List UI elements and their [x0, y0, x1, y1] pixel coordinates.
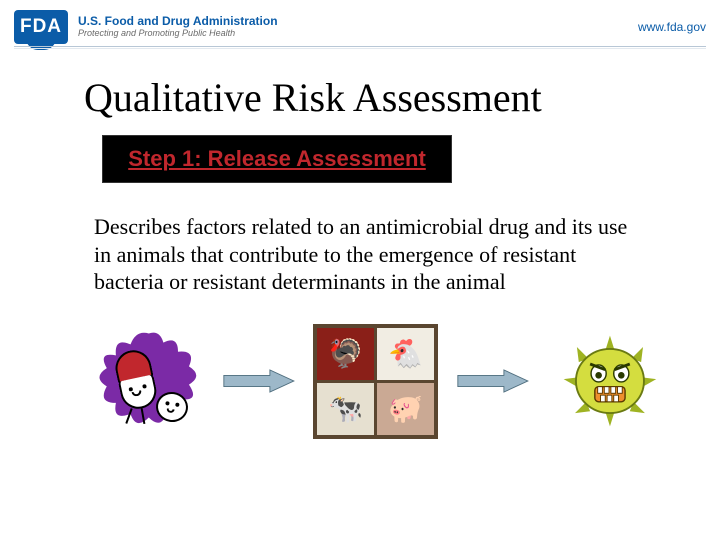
fda-shield-icon: FDA — [14, 10, 68, 44]
header-bar: FDA U.S. Food and Drug Administration Pr… — [0, 0, 720, 48]
step-box: Step 1: Release Assessment — [102, 135, 452, 183]
graphics-row: 🦃 🐔 🐄 🐖 — [58, 324, 662, 439]
slide-title: Qualitative Risk Assessment — [84, 74, 662, 121]
animal-cell-chicken: 🐔 — [377, 328, 434, 380]
fda-agency-name: U.S. Food and Drug Administration — [78, 15, 278, 28]
arrow-icon — [456, 367, 530, 395]
fda-logo: FDA U.S. Food and Drug Administration Pr… — [14, 10, 278, 44]
pills-clipart-icon — [94, 328, 204, 434]
slide-content: Qualitative Risk Assessment Step 1: Rele… — [0, 48, 720, 439]
arrow-icon — [222, 367, 296, 395]
animal-grid: 🦃 🐔 🐄 🐖 — [313, 324, 438, 439]
animal-cell-cow: 🐄 — [317, 383, 374, 435]
fda-tagline: Protecting and Promoting Public Health — [78, 29, 278, 39]
step-label: Step 1: Release Assessment — [119, 146, 435, 172]
fda-text-block: U.S. Food and Drug Administration Protec… — [78, 15, 278, 38]
slide-body-text: Describes factors related to an antimicr… — [94, 213, 638, 296]
animal-cell-pig: 🐖 — [377, 383, 434, 435]
animal-cell-turkey: 🦃 — [317, 328, 374, 380]
fda-url: www.fda.gov — [638, 20, 706, 34]
bacterium-clipart-icon — [558, 331, 662, 431]
header-divider — [14, 46, 706, 49]
